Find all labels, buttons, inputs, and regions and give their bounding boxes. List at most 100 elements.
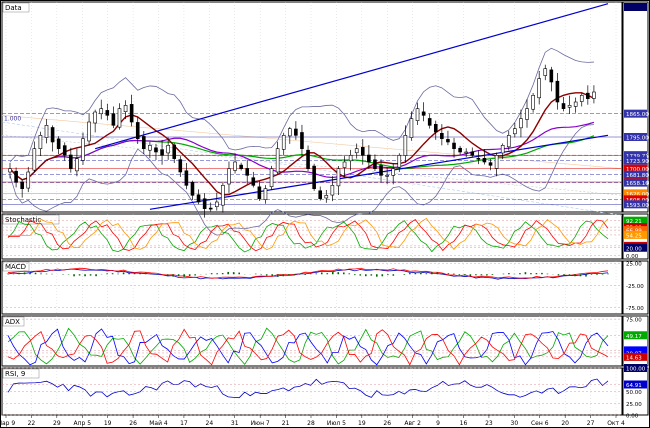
- candle-body: [458, 147, 462, 153]
- candle-body: [324, 195, 329, 199]
- 1-series-%K: [7, 220, 609, 253]
- candle-body: [239, 164, 243, 169]
- reference-label: 1700.00: [626, 167, 649, 173]
- tick-box: [624, 230, 647, 239]
- candle-body: [488, 162, 493, 166]
- reference-label-box: [624, 109, 647, 118]
- x-tick-label: 27: [587, 420, 595, 427]
- reference-label-box: [624, 151, 647, 160]
- candle-body: [494, 155, 499, 169]
- candle-body: [251, 177, 256, 186]
- x-tick-label: 22: [28, 420, 36, 427]
- x-tick-label: 29: [53, 420, 61, 427]
- reference-label-box: [624, 156, 647, 165]
- candle-body: [105, 110, 110, 116]
- x-tick-label: 16: [460, 420, 468, 427]
- x-tick-label: Апр 5: [73, 420, 91, 427]
- candle-body: [506, 135, 511, 148]
- candle-body: [561, 103, 566, 109]
- reference-label-box: [624, 164, 647, 173]
- candle-body: [415, 108, 420, 121]
- candle-body: [202, 198, 207, 209]
- candle-body: [275, 148, 280, 173]
- ma-mid: [9, 121, 595, 181]
- candle-body: [257, 186, 262, 199]
- y-tick-label: 75.00: [626, 318, 642, 324]
- candle-body: [215, 201, 219, 208]
- candle-body: [336, 168, 341, 187]
- y-tick-label: 0.00: [626, 414, 639, 420]
- candle-body: [227, 168, 231, 185]
- reference-label: 1626.00: [626, 192, 649, 198]
- candle-body: [330, 185, 335, 196]
- tick-box: [624, 216, 647, 225]
- panel-4-label: RSI, 9: [5, 370, 25, 378]
- bollinger-upper: [9, 47, 594, 163]
- candle-body: [32, 148, 37, 171]
- reference-label-box: [624, 195, 647, 204]
- x-tick-label: 9: [436, 420, 440, 427]
- reference-label: 1723.90: [626, 159, 649, 165]
- x-tick-label: 20: [561, 420, 569, 427]
- reference-label: 1681.80: [626, 173, 649, 179]
- y-tick-label: 0.00: [626, 254, 639, 260]
- tick-box: [624, 331, 647, 340]
- candle-body: [20, 181, 24, 189]
- y-tick-label: 50.00: [626, 390, 642, 396]
- x-tick-label: Авг 2: [404, 420, 421, 427]
- y-tick-label: 100.00: [626, 367, 646, 373]
- channel-upper: [94, 3, 609, 150]
- x-tick-label: Июл 5: [327, 420, 346, 427]
- candle-body: [433, 123, 438, 133]
- candle-body: [44, 125, 49, 138]
- candle-body: [452, 142, 456, 149]
- tick-box: [624, 243, 647, 252]
- reference-label-box: [624, 170, 647, 179]
- reference-label: 1593.00: [626, 203, 649, 209]
- candle-body: [360, 147, 365, 156]
- candle-body: [555, 80, 560, 103]
- candle-body: [233, 161, 237, 171]
- candle-body: [385, 175, 389, 177]
- candle-body: [440, 132, 444, 139]
- tick-box: [624, 352, 647, 361]
- panel-0-frame: [1, 1, 623, 213]
- last-price-box: [624, 3, 647, 11]
- reference-label-box: [624, 178, 647, 187]
- 3-series--di: [7, 328, 609, 366]
- trend-faint: [1, 115, 623, 169]
- x-tick-label: Сен 6: [531, 420, 549, 427]
- y-tick-label: 92.21: [626, 219, 642, 225]
- candle-body: [75, 158, 79, 172]
- candle-body: [513, 128, 517, 135]
- candle-body: [50, 127, 55, 143]
- candle-body: [123, 105, 128, 112]
- panel-3-label-box: [2, 316, 25, 327]
- candle-body: [586, 92, 590, 99]
- candle-body: [312, 165, 316, 189]
- panel-3-label: ADX: [5, 318, 20, 326]
- candle-body: [354, 148, 359, 154]
- y-tick-label: -75.00: [626, 306, 644, 312]
- candle-body: [579, 95, 584, 102]
- x-tick-label: 31: [231, 420, 239, 427]
- y-tick-label: 49.17: [626, 334, 642, 340]
- x-tick-label: 30: [511, 420, 519, 427]
- panel-0-label: Data: [5, 4, 22, 12]
- left-level-label: 1.000: [4, 116, 21, 123]
- candle-body: [142, 136, 146, 149]
- candle-body: [482, 158, 487, 163]
- panel-1-label: Stochastic: [5, 216, 41, 224]
- x-tick-label: 21: [282, 420, 290, 427]
- candle-body: [14, 170, 18, 183]
- y-tick-label: 25.00: [626, 402, 642, 408]
- candle-body: [148, 145, 152, 151]
- candle-body: [172, 144, 177, 159]
- candle-body: [306, 149, 310, 169]
- candle-body: [464, 151, 468, 154]
- candle-body: [470, 151, 475, 156]
- candle-body: [62, 145, 67, 156]
- candle-body: [500, 145, 505, 154]
- candle-body: [549, 69, 554, 83]
- candle-body: [269, 168, 274, 188]
